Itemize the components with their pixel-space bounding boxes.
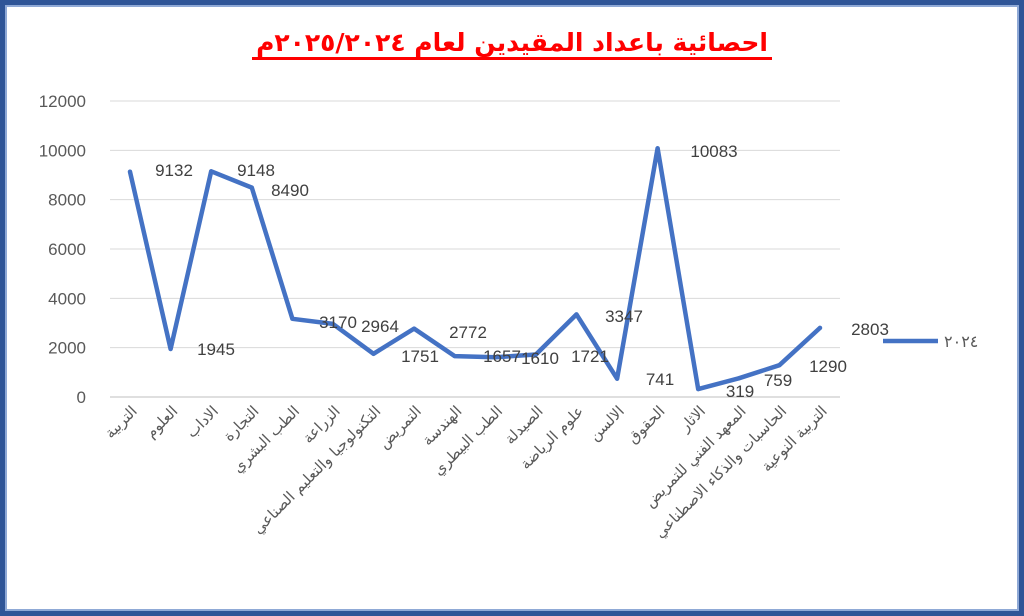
data-point	[290, 316, 295, 321]
x-tick-label: العلوم	[142, 402, 182, 442]
data-point	[452, 354, 457, 359]
data-label: 8490	[271, 181, 309, 200]
data-label: 3347	[605, 307, 643, 326]
data-label: 1290	[809, 357, 847, 376]
y-tick-label: 6000	[48, 240, 86, 259]
data-label: 1751	[401, 347, 439, 366]
data-point	[412, 326, 417, 331]
data-label: 319	[726, 382, 754, 401]
legend: ٢٠٢٤	[883, 332, 978, 351]
data-point	[615, 376, 620, 381]
x-tick-label: التربية	[101, 402, 141, 442]
y-tick-label: 12000	[39, 92, 86, 111]
data-label: 2803	[851, 320, 889, 339]
series-group	[127, 146, 823, 392]
data-label: 1657	[483, 347, 521, 366]
gridlines	[110, 100, 840, 398]
data-point	[249, 185, 254, 190]
data-point	[818, 325, 822, 330]
data-label: 1945	[197, 340, 235, 359]
data-point	[777, 363, 782, 368]
data-label: 1721	[571, 347, 609, 366]
data-label: 759	[764, 371, 792, 390]
y-tick-label: 10000	[39, 141, 86, 160]
data-label: 9148	[237, 161, 275, 180]
y-axis-ticks: 0 2000 4000 6000 8000 10000 12000	[39, 92, 86, 407]
data-point	[371, 351, 376, 356]
data-point	[574, 312, 579, 317]
y-tick-label: 8000	[48, 191, 86, 210]
x-tick-label: الحقوق	[624, 402, 669, 447]
x-tick-label: التمريض	[375, 402, 425, 452]
x-tick-label: الاداب	[183, 402, 222, 441]
data-point	[696, 387, 701, 392]
data-label: 3170	[319, 313, 357, 332]
y-tick-label: 2000	[48, 339, 86, 358]
data-label: 2772	[449, 323, 487, 342]
data-point	[655, 146, 660, 151]
data-point	[493, 355, 498, 360]
data-label: 1610	[521, 349, 559, 368]
chart-title: احصائية باعداد المقيدين لعام ٢٠٢٥/٢٠٢٤م	[0, 28, 1024, 60]
data-label: 741	[646, 370, 674, 389]
data-point	[168, 347, 173, 352]
legend-label: ٢٠٢٤	[944, 332, 978, 351]
y-tick-label: 0	[77, 388, 86, 407]
data-label: 9132	[155, 161, 193, 180]
data-label: 2964	[361, 317, 399, 336]
data-point	[330, 321, 335, 326]
series-line-2024	[127, 146, 823, 392]
data-point	[736, 376, 741, 381]
data-label: 10083	[690, 142, 737, 161]
data-point	[128, 169, 132, 174]
y-tick-label: 4000	[48, 289, 86, 308]
data-point	[533, 352, 538, 357]
x-tick-label: الاثار	[675, 402, 709, 436]
data-point	[209, 169, 214, 174]
x-tick-label: الالسن	[585, 402, 627, 444]
